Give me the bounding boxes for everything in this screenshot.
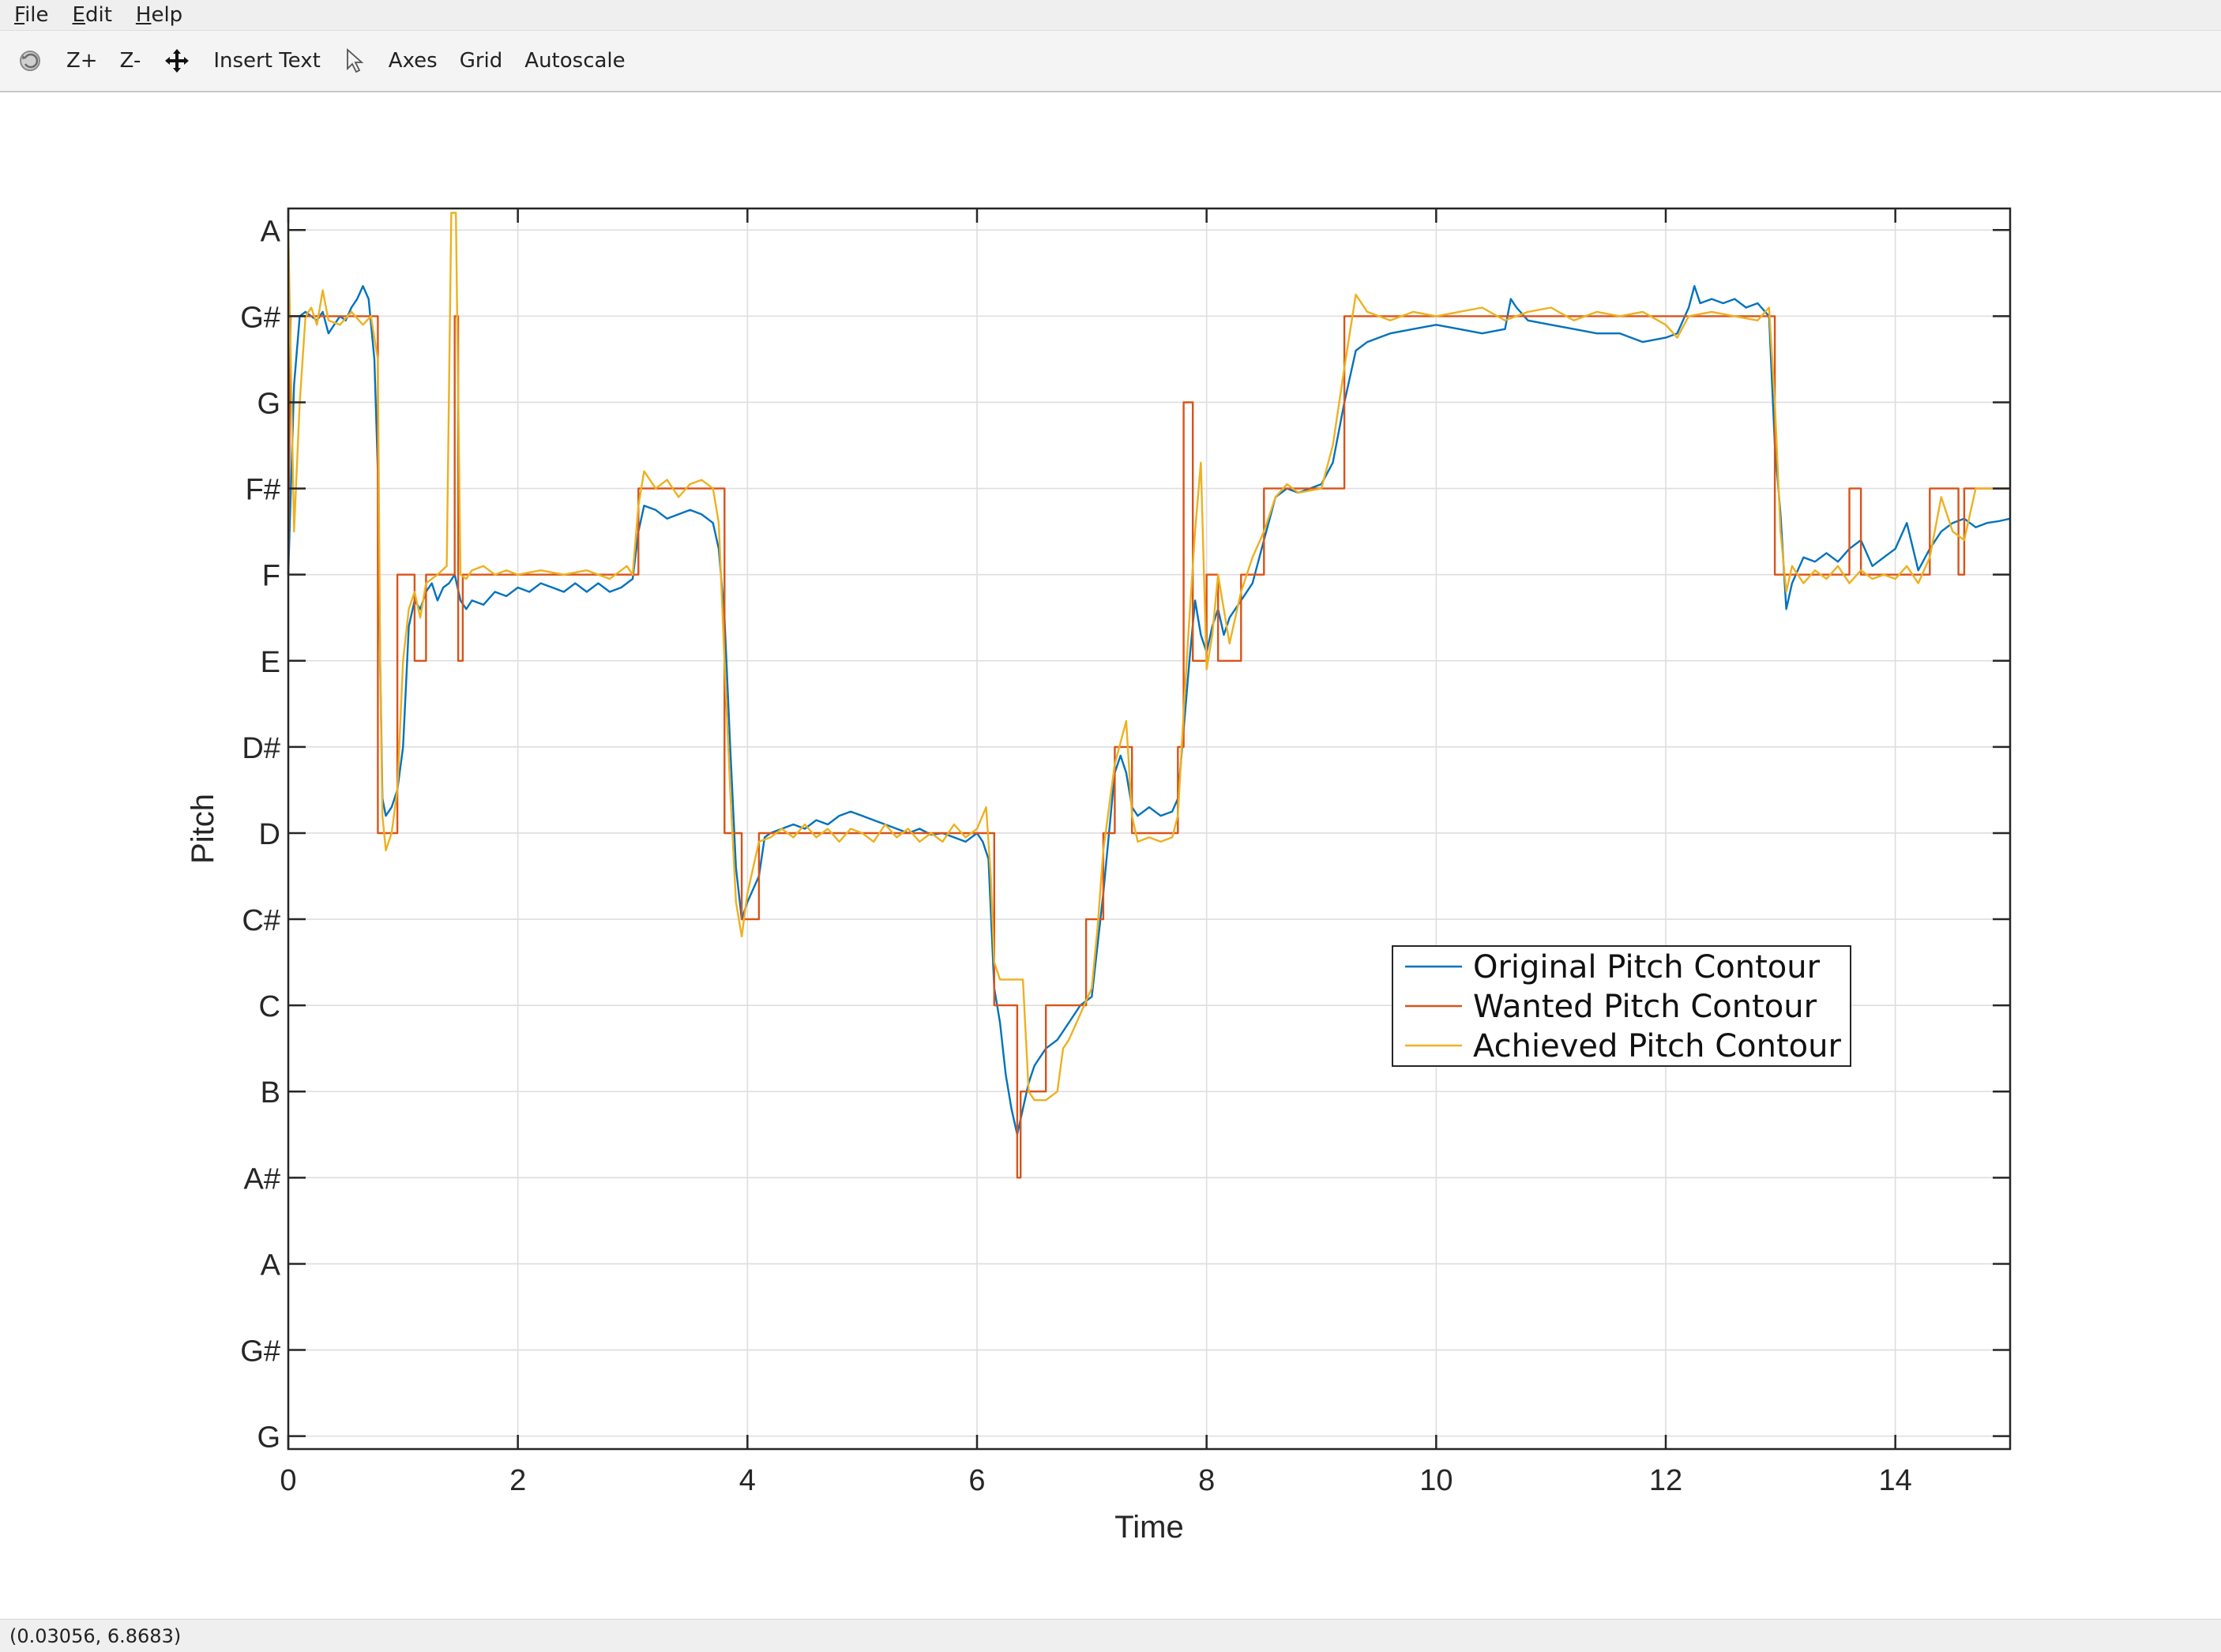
insert-text-button[interactable]: Insert Text: [213, 49, 321, 73]
toolbar: Z+ Z- Insert Text Axes Grid Autoscale: [0, 31, 2221, 92]
pan-button[interactable]: [152, 39, 202, 83]
y-tick-label: A#: [244, 1162, 280, 1196]
menu-edit-label: dit: [85, 3, 112, 27]
legend[interactable]: Original Pitch Contour Wanted Pitch Cont…: [1392, 945, 1851, 1067]
grid-button[interactable]: Grid: [459, 49, 503, 73]
y-tick-label: F#: [246, 474, 280, 507]
achieved-pitch-line[interactable]: [287, 212, 2010, 1102]
menu-file[interactable]: File: [14, 3, 49, 27]
menu-edit-mnemonic: E: [72, 3, 85, 27]
rotate-button[interactable]: [5, 39, 55, 83]
menu-help-mnemonic: H: [135, 3, 152, 27]
rotate-icon: [20, 51, 40, 71]
status-bar: (0.03056, 6.8683): [0, 1619, 2221, 1652]
zoom-out-button[interactable]: Z-: [119, 49, 141, 73]
axes-button[interactable]: Axes: [388, 49, 438, 73]
y-tick-label: G: [257, 1421, 280, 1455]
menu-help-label: elp: [151, 3, 183, 27]
y-tick-label: G#: [240, 301, 280, 334]
autoscale-button[interactable]: Autoscale: [524, 49, 626, 73]
legend-label-original: Original Pitch Contour: [1473, 949, 1821, 986]
y-tick-label: B: [261, 1076, 280, 1109]
y-tick-label: D: [259, 818, 280, 851]
tick-layer: 0 2 4 6 8 10 12 14 G G# A A# B C C# D D# E F F# G G# A: [240, 208, 2010, 1497]
cursor-icon: [346, 47, 364, 73]
cursor-coordinates: (0.03056, 6.8683): [9, 1625, 182, 1647]
y-tick-label: F: [262, 560, 280, 593]
figure-canvas[interactable]: 0 2 4 6 8 10 12 14 G G# A A# B C C# D D# E F F# G G# A Time Pi…: [0, 92, 2221, 1616]
x-tick-label: 12: [1649, 1464, 1682, 1497]
x-tick-label: 8: [1198, 1464, 1215, 1497]
select-button[interactable]: [332, 39, 378, 83]
pitch-chart[interactable]: 0 2 4 6 8 10 12 14 G G# A A# B C C# D D# E F F# G G# A Time Pi…: [0, 92, 2221, 1616]
x-tick-label: 4: [739, 1464, 756, 1497]
menu-edit[interactable]: Edit: [73, 3, 112, 27]
y-tick-label: E: [261, 646, 280, 679]
series-layer: [287, 212, 2011, 1179]
menu-bar: File Edit Help: [0, 0, 2221, 31]
y-tick-label: G: [257, 387, 280, 420]
grid-layer: [287, 208, 2010, 1449]
y-axis-label: Pitch: [186, 794, 220, 864]
x-tick-label: 6: [968, 1464, 985, 1497]
wanted-pitch-line[interactable]: [287, 315, 2010, 1179]
original-pitch-line[interactable]: [287, 284, 2011, 1136]
legend-box: [1392, 945, 1851, 1067]
legend-label-achieved: Achieved Pitch Contour: [1473, 1028, 1841, 1064]
y-tick-label: A: [261, 1248, 281, 1282]
x-tick-label: 2: [509, 1464, 526, 1497]
y-tick-label: C: [259, 990, 280, 1023]
x-axis-label: Time: [1114, 1510, 1183, 1545]
y-tick-label: D#: [242, 732, 280, 765]
menu-file-mnemonic: F: [14, 3, 25, 27]
x-tick-label: 14: [1879, 1464, 1912, 1497]
y-tick-label: C#: [242, 904, 280, 937]
x-tick-label: 10: [1419, 1464, 1452, 1497]
y-tick-label: A: [261, 215, 281, 248]
x-tick-label: 0: [280, 1464, 296, 1497]
zoom-in-button[interactable]: Z+: [66, 49, 98, 73]
legend-label-wanted: Wanted Pitch Contour: [1473, 989, 1817, 1025]
y-tick-label: G#: [240, 1335, 280, 1369]
axes-box: [287, 207, 2012, 1451]
menu-file-label: ile: [24, 3, 49, 27]
pan-icon: [165, 49, 190, 73]
menu-help[interactable]: Help: [136, 3, 182, 27]
